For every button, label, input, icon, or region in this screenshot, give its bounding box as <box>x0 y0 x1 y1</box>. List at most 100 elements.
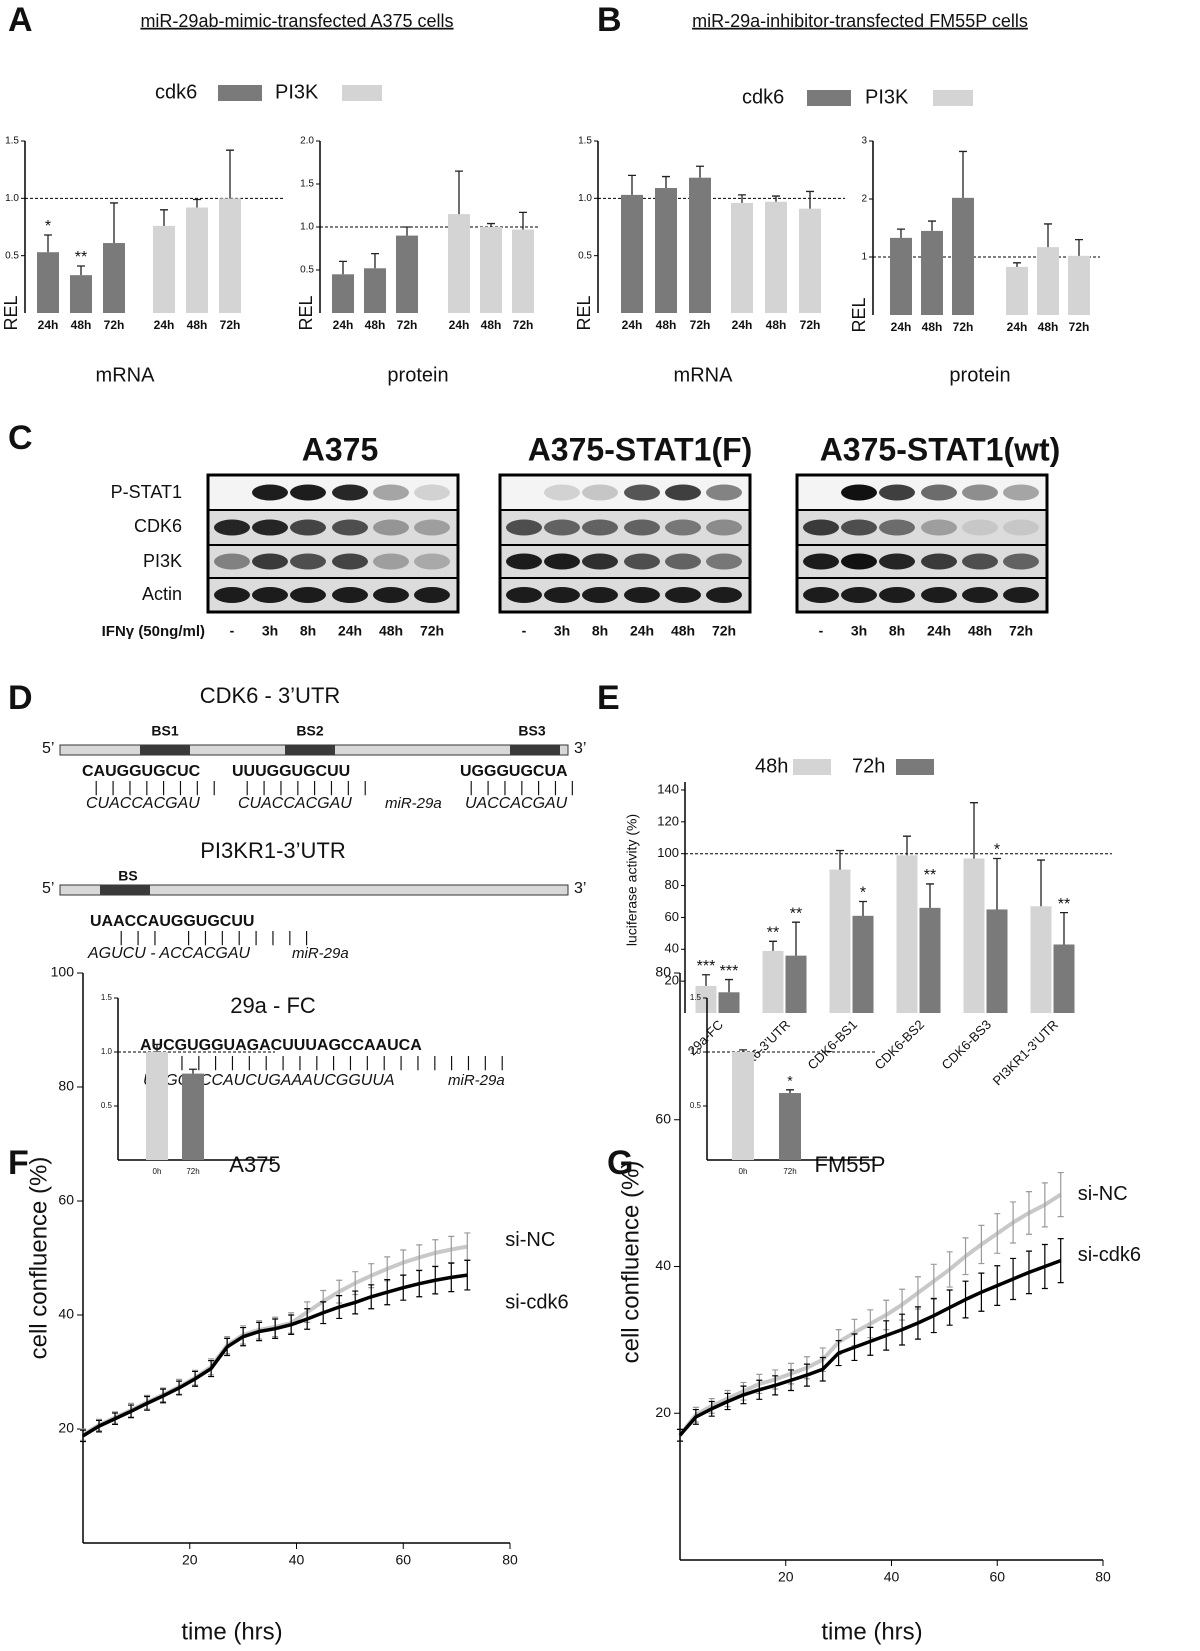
y-tick-label: 3 <box>861 136 867 147</box>
error-bar <box>1010 1257 1017 1301</box>
blot-band <box>332 484 368 501</box>
error-bar <box>883 1320 890 1351</box>
error-bar <box>110 202 118 244</box>
error-bar <box>867 1326 874 1356</box>
error-bar <box>930 1263 937 1299</box>
error-bar <box>740 1385 747 1405</box>
mirna-sequence: UAGCACCAUCUGAAAUCGGUUA <box>143 1072 395 1089</box>
blot-band <box>879 553 915 570</box>
error-bar <box>256 1321 263 1342</box>
y-axis-label: cell confluence (%) <box>617 1161 644 1364</box>
error-bar <box>962 1280 969 1319</box>
mirna-name: miR-29a <box>448 1072 505 1089</box>
x-axis-label: mRNA <box>674 364 734 386</box>
lane-label: 48h <box>379 623 403 639</box>
control-title: 29a - FC <box>230 993 316 1018</box>
error-bar <box>193 198 201 208</box>
y-tick-label: 20 <box>655 1404 671 1420</box>
target-sequence: AUCGUGGUAGACUUUAGCCAAUCA <box>140 1037 422 1054</box>
blot-band <box>506 553 542 570</box>
x-tick-label: 48h <box>481 318 502 332</box>
error-bar <box>696 165 704 178</box>
bar <box>146 1052 168 1160</box>
error-bar <box>371 253 379 269</box>
significance: ** <box>790 905 802 922</box>
x-tick-label: 48h <box>365 318 386 332</box>
y-tick-label: 40 <box>665 941 679 956</box>
mirna-name: miR-29a <box>292 945 349 962</box>
blot-band <box>624 553 660 570</box>
bar <box>153 225 175 313</box>
bar <box>963 858 985 1013</box>
significance: * <box>787 1073 793 1089</box>
blot-frame <box>206 473 460 614</box>
blot-band <box>290 553 326 570</box>
error-bar <box>487 222 495 227</box>
blot-band <box>706 484 742 501</box>
blot-band <box>1003 553 1039 570</box>
chart-title: miR-29a-inhibitor-transfected FM55P cell… <box>692 11 1028 31</box>
bar <box>219 198 241 313</box>
utr-end: 5’ <box>42 740 54 757</box>
x-tick-label: 24h <box>449 318 470 332</box>
legend-swatch <box>807 90 851 106</box>
blot-band <box>706 553 742 570</box>
lane-label: 3h <box>262 623 278 639</box>
x-tick-label: 60 <box>395 1552 411 1568</box>
x-tick-label: 24h <box>732 318 753 332</box>
lane-label: - <box>522 623 527 639</box>
site-label: BS3 <box>518 723 545 739</box>
y-axis-label: REL <box>574 295 594 330</box>
error-bar <box>899 1313 906 1346</box>
blot-band <box>414 484 450 501</box>
y-tick-label: 80 <box>665 877 679 892</box>
bar <box>890 237 912 315</box>
legend-swatch <box>933 90 973 106</box>
blot-band <box>582 587 618 603</box>
legend-swatch <box>793 759 831 775</box>
error-bar <box>959 150 967 198</box>
blot-row-label: P-STAT1 <box>111 482 182 502</box>
blot-band <box>332 553 368 570</box>
blot-frame <box>498 473 752 614</box>
blot-band <box>332 587 368 603</box>
x-tick-label: 20 <box>182 1552 198 1568</box>
blot-band <box>544 519 580 536</box>
error-bar <box>926 883 934 908</box>
blot-band <box>252 484 288 501</box>
blot-row-label: CDK6 <box>134 516 182 536</box>
error-bar <box>224 1337 231 1357</box>
x-tick-label: 48h <box>656 318 677 332</box>
lane-label: 24h <box>927 623 951 639</box>
error-bar <box>272 1318 279 1339</box>
y-tick-label: 2 <box>861 194 867 205</box>
bar <box>695 985 717 1013</box>
lane-label: 8h <box>300 623 316 639</box>
blot-band <box>214 519 250 536</box>
error-bar <box>946 1289 953 1326</box>
y-tick-label: 60 <box>58 1192 74 1208</box>
error-bar <box>769 940 777 951</box>
error-bar <box>724 1392 731 1411</box>
bar <box>785 955 807 1013</box>
significance: ** <box>767 925 779 942</box>
panel-letter: B <box>597 1 622 39</box>
x-axis-label: protein <box>949 364 1010 386</box>
x-tick-label: CDK6-BS3 <box>938 1017 994 1073</box>
series-label: si-NC <box>1078 1183 1128 1205</box>
bar <box>765 201 787 313</box>
utr-end: 5’ <box>42 880 54 897</box>
error-bar <box>519 211 527 230</box>
error-bar <box>77 265 85 276</box>
utr-title: PI3KR1-3’UTR <box>200 838 345 863</box>
blot-band <box>803 519 839 536</box>
legend-label: cdk6 <box>155 81 197 103</box>
error-bar <box>226 149 234 199</box>
error-bar <box>160 209 168 226</box>
error-bar <box>208 1360 215 1378</box>
error-bar <box>416 1269 423 1298</box>
lane-label: 48h <box>671 623 695 639</box>
panel-letter: F <box>8 1144 29 1182</box>
x-tick-label: 24h <box>891 320 912 334</box>
blot-band <box>1003 484 1039 501</box>
